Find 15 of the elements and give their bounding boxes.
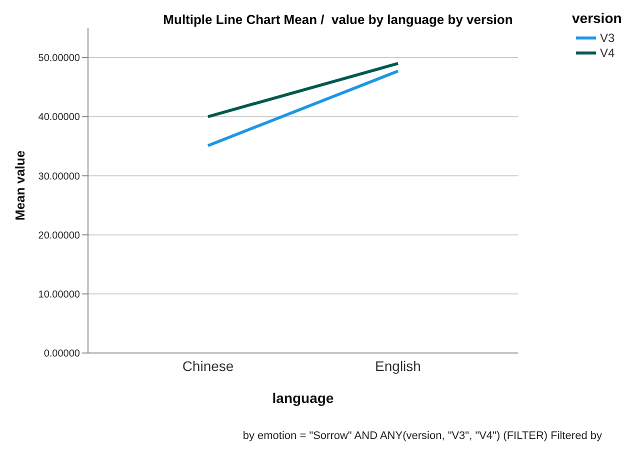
legend-title: version — [572, 10, 623, 26]
x-axis-title: language — [272, 390, 334, 406]
y-tick-label: 10.00000 — [38, 289, 80, 300]
text: by emotion = "Sorrow" AND ANY(version, "V3", "V4") (FILTER) Filtered by — [242, 430, 602, 442]
y-tick-label: 0.00000 — [44, 348, 80, 360]
y-tick-label: 40.00000 — [38, 112, 80, 124]
y-tick-label: 20.00000 — [38, 230, 80, 242]
chart-title: Multiple Line Chart Mean / value by language by version — [163, 12, 513, 27]
y-tick-label: 30.00000 — [38, 171, 80, 182]
x-tick-label: Chinese — [182, 358, 234, 374]
legend-label: V3 — [599, 30, 616, 45]
x-tick-label: English — [375, 358, 421, 374]
y-tick-label: 50.00000 — [38, 53, 80, 64]
legend-label: V4 — [599, 45, 616, 60]
y-axis-title: Mean value — [12, 150, 28, 220]
